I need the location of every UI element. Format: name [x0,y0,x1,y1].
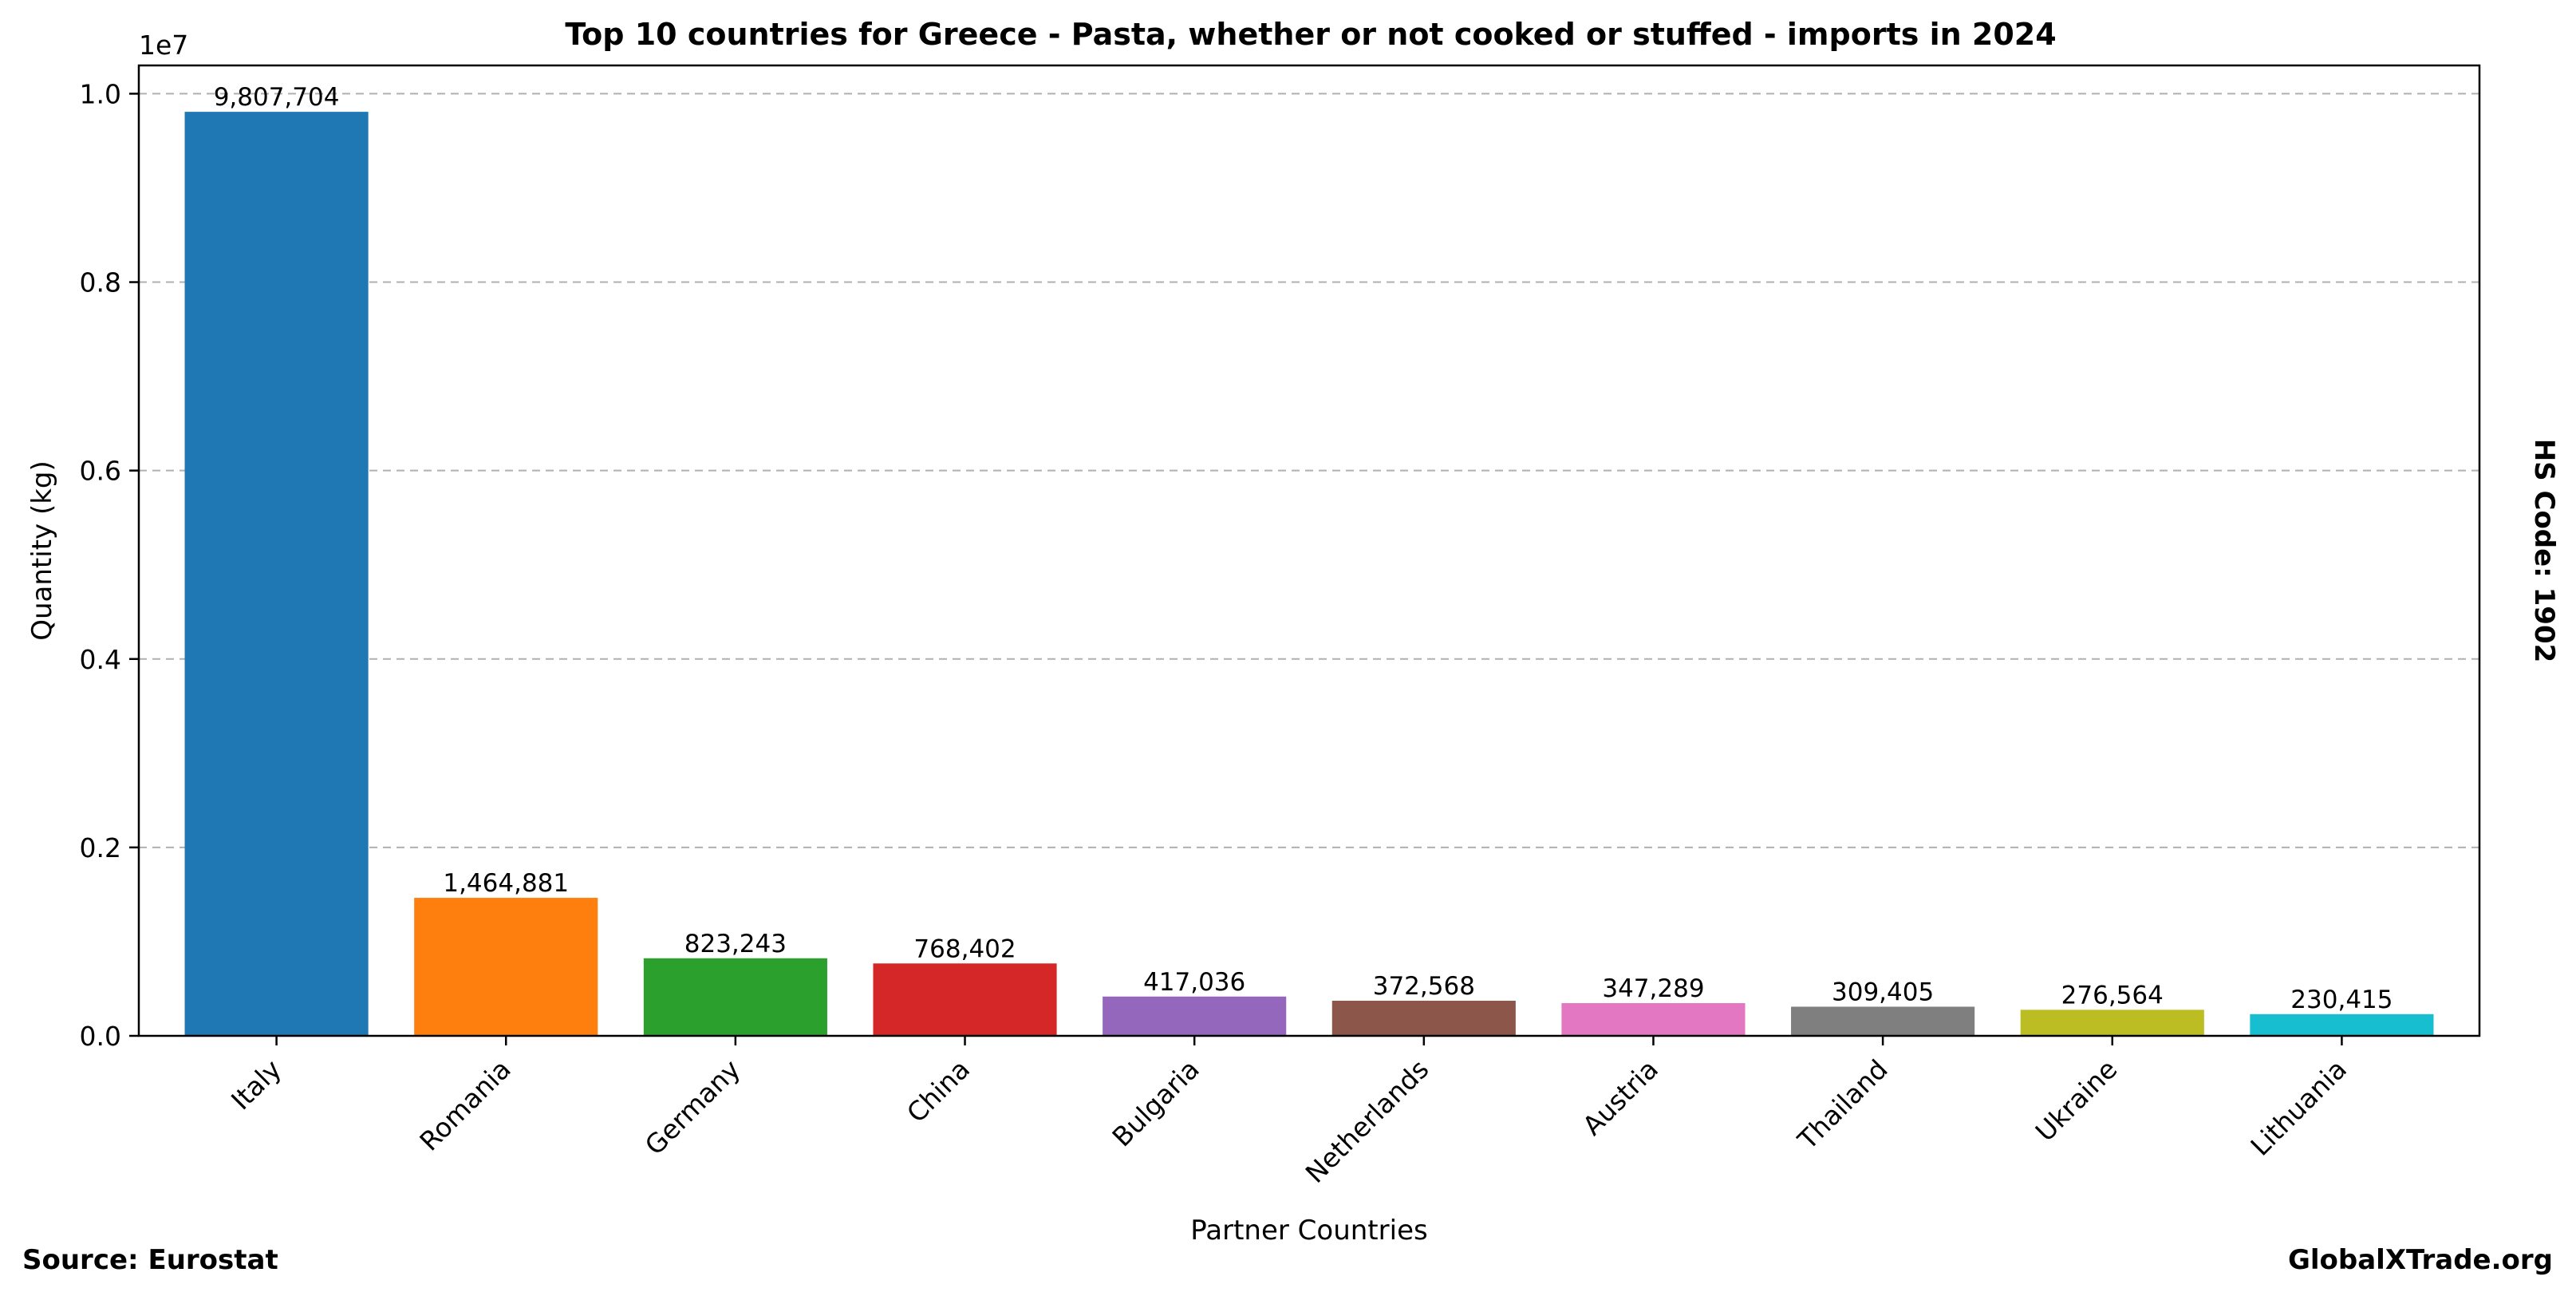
y-tick-label: 0.8 [80,267,121,298]
bar-romania [414,898,598,1036]
y-tick-label: 0.6 [80,456,121,487]
y-axis-ticks: 0.0 0.2 0.4 0.6 0.8 1.0 [80,78,139,1052]
y-axis-scale-label: 1e7 [139,30,188,61]
bar-ukraine [2020,1010,2204,1036]
x-tick-label: Netherlands [1300,1053,1435,1189]
bar-germany [643,958,827,1036]
value-label: 9,807,704 [214,83,340,112]
bar-lithuania [2250,1013,2434,1036]
x-tick-label: Bulgaria [1106,1053,1205,1152]
value-label: 823,243 [684,930,787,958]
bar-netherlands [1331,1001,1516,1036]
value-label: 372,568 [1373,972,1475,1001]
y-axis-label: Quantity (kg) [26,460,58,641]
value-label: 230,415 [2290,986,2393,1014]
y-tick-label: 0.0 [80,1021,121,1052]
x-tick-label: Italy [225,1053,287,1116]
x-tick-label: Romania [413,1053,517,1157]
y-tick-label: 0.4 [80,644,121,675]
hs-code-label: HS Code: 1902 [2528,439,2560,663]
plot-frame [137,64,2481,1037]
value-label: 309,405 [1832,978,1934,1006]
x-tick-label: Germany [639,1053,747,1161]
value-label: 347,289 [1602,974,1704,1003]
x-tick-label: China [901,1053,976,1128]
bar-thailand [1791,1006,1975,1036]
grid-lines [139,93,2479,848]
x-tick-label: Lithuania [2244,1053,2353,1162]
x-axis-ticks: Italy Romania Germany China Bulgaria Netherla… [225,1036,2353,1189]
value-label: 417,036 [1143,968,1245,997]
brand-label: GlobalXTrade.org [2288,1244,2553,1276]
bar-austria [1561,1002,1746,1036]
bar-bulgaria [1103,996,1287,1036]
bar-italy [184,112,369,1036]
bars [184,112,2434,1036]
x-axis-label: Partner Countries [1190,1215,1427,1247]
value-label: 276,564 [2061,981,2164,1010]
bar-china [873,963,1057,1036]
y-tick-label: 1.0 [80,78,121,109]
value-label: 1,464,881 [443,869,569,898]
x-tick-label: Austria [1576,1053,1664,1141]
value-label: 768,402 [913,934,1016,963]
x-tick-label: Thailand [1791,1053,1893,1156]
value-labels: 9,807,704 1,464,881 823,243 768,402 417,036 3… [214,83,2393,1014]
x-tick-label: Ukraine [2030,1053,2124,1148]
source-label: Source: Eurostat [22,1244,278,1276]
y-tick-label: 0.2 [80,832,121,863]
chart-title: Top 10 countries for Greece - Pasta, whe… [565,17,2056,52]
